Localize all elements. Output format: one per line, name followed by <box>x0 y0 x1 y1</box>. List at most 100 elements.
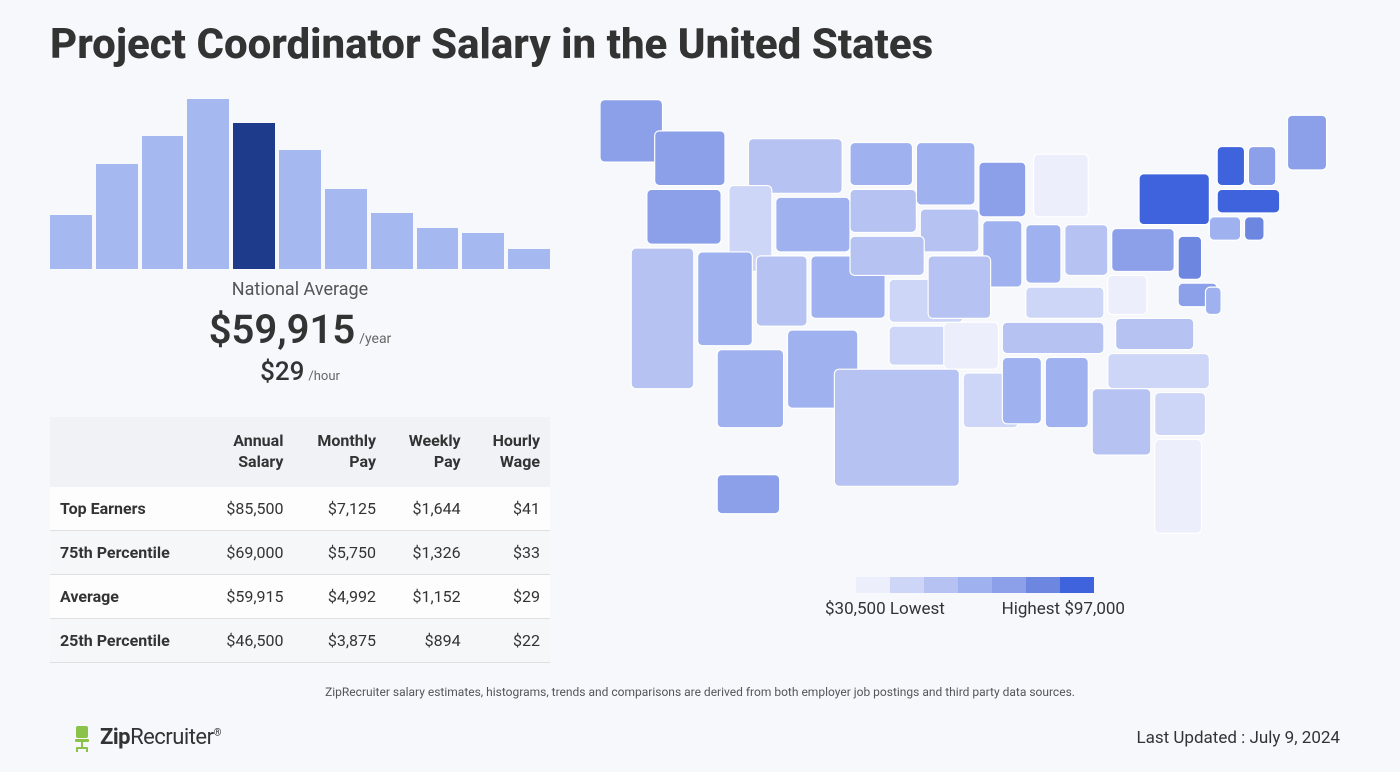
histogram-bar <box>142 136 184 269</box>
state-CA <box>631 248 694 389</box>
legend-swatch <box>856 577 890 593</box>
table-cell: 75th Percentile <box>50 530 203 574</box>
hourly-salary: $29/hour <box>50 357 550 387</box>
state-VT <box>1217 147 1244 186</box>
table-cell: $1,326 <box>386 530 471 574</box>
state-NC <box>1108 354 1210 389</box>
legend-swatch <box>958 577 992 593</box>
state-HI <box>717 475 780 514</box>
histogram-bar <box>371 213 413 269</box>
state-PA <box>1112 229 1175 272</box>
table-cell: 25th Percentile <box>50 618 203 662</box>
table-row: 25th Percentile$46,500$3,875$894$22 <box>50 618 550 662</box>
state-NE <box>850 236 924 275</box>
state-MN <box>916 143 975 206</box>
state-OH <box>1065 225 1108 276</box>
table-cell: $29 <box>471 574 550 618</box>
legend-swatch <box>1060 577 1094 593</box>
state-CT <box>1209 217 1240 240</box>
state-AR <box>944 322 999 369</box>
state-KY <box>1026 287 1104 318</box>
histogram-bar <box>96 164 138 269</box>
annual-salary-value: $59,915 <box>209 306 356 353</box>
state-WI <box>979 162 1026 217</box>
state-TX <box>834 369 959 486</box>
histogram-bar <box>325 189 367 269</box>
table-cell: $5,750 <box>293 530 386 574</box>
histogram-bar <box>417 228 459 269</box>
state-MO <box>928 256 991 319</box>
histogram-bar <box>187 99 229 269</box>
state-MI <box>1034 154 1089 217</box>
state-SC <box>1155 393 1206 436</box>
ziprecruiter-logo: ZipRecruiter® <box>70 724 221 752</box>
state-ND <box>850 143 913 186</box>
state-NJ <box>1178 236 1201 279</box>
table-cell: $85,500 <box>203 487 294 531</box>
histogram-bar <box>279 150 321 269</box>
table-cell: $69,000 <box>203 530 294 574</box>
chair-icon <box>70 724 94 752</box>
table-header: WeeklyPay <box>386 417 471 487</box>
annual-salary: $59,915/year <box>50 306 550 353</box>
table-cell: Top Earners <box>50 487 203 531</box>
legend-swatch <box>890 577 924 593</box>
legend-swatch <box>992 577 1026 593</box>
state-AL <box>1045 357 1088 427</box>
hourly-salary-value: $29 <box>260 357 304 387</box>
state-MS <box>1002 357 1041 423</box>
state-NV <box>698 252 753 346</box>
state-UT <box>756 256 807 326</box>
state-WA <box>655 131 725 186</box>
table-header: MonthlyPay <box>293 417 386 487</box>
table-cell: $7,125 <box>293 487 386 531</box>
legend-lowest: $30,500 Lowest <box>825 599 945 619</box>
national-average-label: National Average <box>50 279 550 300</box>
table-cell: $1,644 <box>386 487 471 531</box>
logo-text: ZipRecruiter® <box>100 725 221 750</box>
state-MA <box>1217 189 1280 212</box>
state-GA <box>1092 389 1151 455</box>
us-salary-map <box>600 99 1350 569</box>
state-TN <box>1002 322 1104 353</box>
table-cell: $33 <box>471 530 550 574</box>
state-OR <box>647 189 721 244</box>
table-cell: $22 <box>471 618 550 662</box>
state-WV <box>1108 275 1147 314</box>
table-cell: $3,875 <box>293 618 386 662</box>
state-FL <box>1155 439 1202 533</box>
state-NY <box>1139 174 1209 225</box>
salary-table: AnnualSalaryMonthlyPayWeeklyPayHourlyWag… <box>50 417 550 663</box>
state-SD <box>850 189 916 232</box>
table-cell: $41 <box>471 487 550 531</box>
histogram-bar <box>508 249 550 269</box>
hourly-salary-unit: /hour <box>308 369 340 384</box>
salary-histogram <box>50 99 550 269</box>
page-title: Project Coordinator Salary in the United… <box>50 20 1350 69</box>
table-cell: $894 <box>386 618 471 662</box>
table-cell: $1,152 <box>386 574 471 618</box>
table-row: 75th Percentile$69,000$5,750$1,326$33 <box>50 530 550 574</box>
state-IA <box>920 209 979 252</box>
legend-swatch <box>924 577 958 593</box>
table-cell: Average <box>50 574 203 618</box>
state-AK <box>600 100 663 163</box>
table-header <box>50 417 203 487</box>
table-header: HourlyWage <box>471 417 550 487</box>
table-row: Top Earners$85,500$7,125$1,644$41 <box>50 487 550 531</box>
histogram-bar <box>233 123 275 269</box>
table-cell: $4,992 <box>293 574 386 618</box>
state-IN <box>1026 225 1061 284</box>
map-legend: $30,500 Lowest Highest $97,000 <box>600 577 1350 619</box>
state-WY <box>776 197 850 252</box>
state-ME <box>1288 115 1327 170</box>
table-header: AnnualSalary <box>203 417 294 487</box>
state-DE <box>1205 287 1221 314</box>
legend-highest: Highest $97,000 <box>1002 599 1125 619</box>
footnote: ZipRecruiter salary estimates, histogram… <box>50 685 1350 699</box>
table-row: Average$59,915$4,992$1,152$29 <box>50 574 550 618</box>
table-cell: $59,915 <box>203 574 294 618</box>
state-RI <box>1245 217 1265 240</box>
state-AZ <box>717 350 783 428</box>
state-VA <box>1116 318 1194 349</box>
